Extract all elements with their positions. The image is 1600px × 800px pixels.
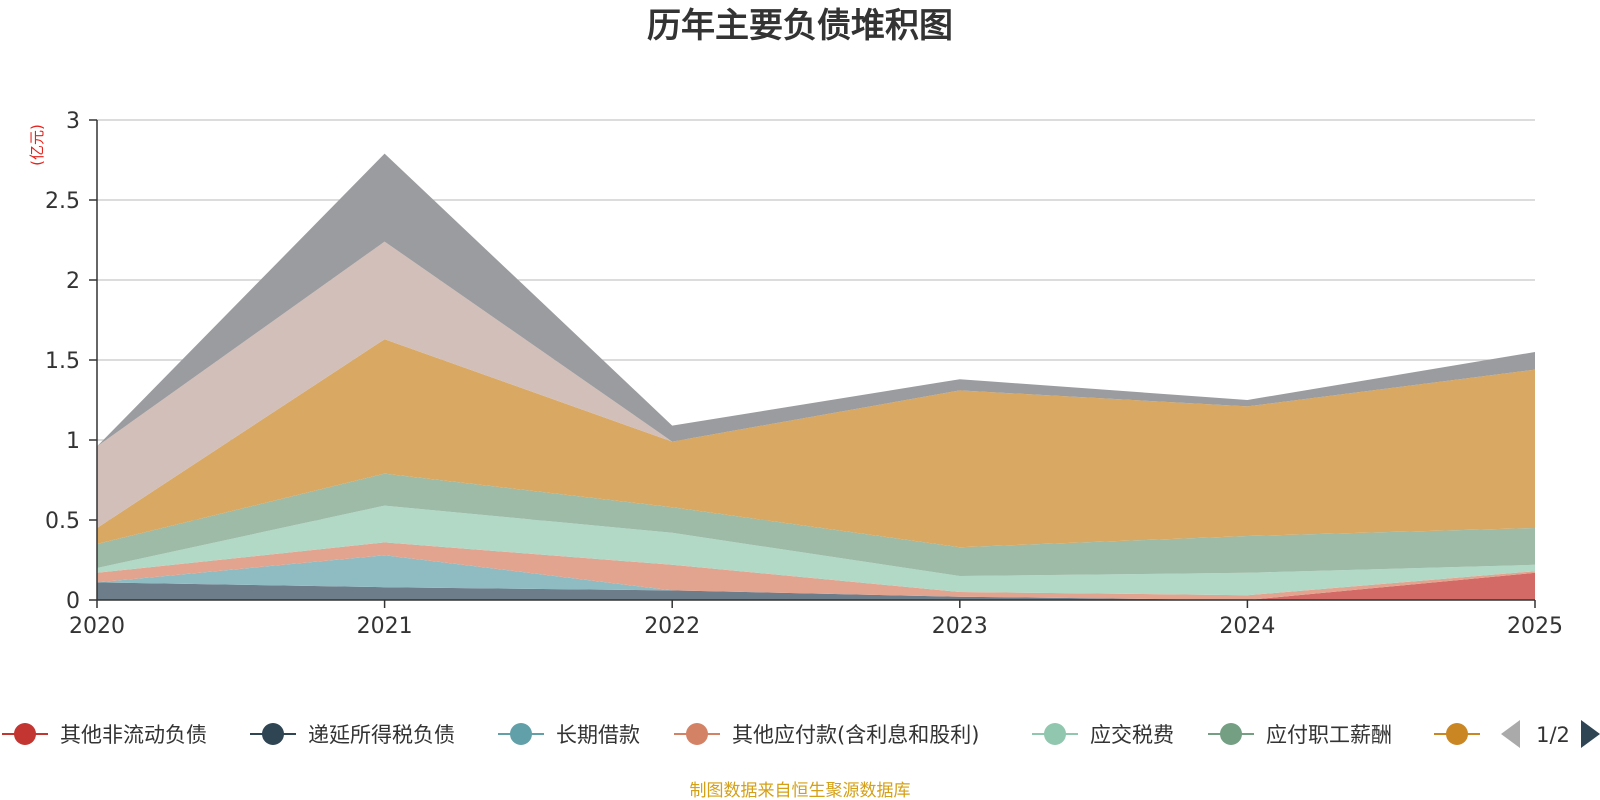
legend-label-4: 应交税费 [1090, 723, 1174, 747]
area-series-6 [97, 339, 1535, 548]
x-tick-label-2: 2022 [644, 614, 700, 639]
legend-marker-dot-6 [1446, 723, 1468, 745]
legend-item-2[interactable]: 长期借款 [498, 723, 640, 747]
legend-label-3: 其他应付款(含利息和股利) [732, 723, 979, 747]
x-tick-label-5: 2025 [1507, 614, 1563, 639]
y-tick-label-5: 2.5 [45, 189, 80, 214]
legend-marker-dot-3 [686, 723, 708, 745]
legend-item-0[interactable]: 其他非流动负债 [2, 723, 207, 747]
area-series-group [97, 153, 1535, 600]
legend: 其他非流动负债 递延所得税负债 长期借款 其他应付款(含利息和股利) 应交税费 应付职工薪… [2, 720, 1600, 748]
legend-label-2: 长期借款 [556, 723, 640, 747]
area-series-3 [97, 542, 1535, 600]
legend-item-3[interactable]: 其他应付款(含利息和股利) [674, 723, 979, 747]
legend-marker-dot-4 [1044, 723, 1066, 745]
area-series-4 [97, 505, 1535, 596]
y-tick-label-3: 1.5 [45, 349, 80, 374]
source-note: 制图数据来自恒生聚源数据库 [690, 781, 911, 800]
legend-marker-dot-0 [14, 723, 36, 745]
area-series-2 [97, 555, 1535, 600]
legend-label-5: 应付职工薪酬 [1266, 723, 1392, 747]
y-tick-label-1: 0.5 [45, 509, 80, 534]
legend-page-indicator: 1/2 [1536, 723, 1570, 747]
axes: 0 0.5 1 1.5 2 2.5 3 2020 2021 2022 2023 2024 2025 [45, 109, 1563, 639]
area-series-7 [97, 241, 1535, 528]
legend-label-1: 递延所得税负债 [308, 723, 455, 747]
x-tick-label-3: 2023 [932, 614, 988, 639]
legend-item-6[interactable] [1434, 723, 1480, 745]
y-tick-label-0: 0 [66, 589, 80, 614]
chart-title: 历年主要负债堆积图 [647, 6, 953, 46]
y-tick-label-4: 2 [66, 269, 80, 294]
y-tick-label-2: 1 [66, 429, 80, 454]
x-tick-label-0: 2020 [69, 614, 125, 639]
x-tick-label-1: 2021 [357, 614, 413, 639]
legend-item-5[interactable]: 应付职工薪酬 [1208, 723, 1392, 747]
area-series-0 [97, 572, 1535, 600]
legend-marker-dot-5 [1220, 723, 1242, 745]
legend-item-1[interactable]: 递延所得税负债 [250, 723, 455, 747]
legend-marker-dot-1 [262, 723, 284, 745]
area-series-5 [97, 473, 1535, 576]
area-series-1 [97, 572, 1535, 600]
legend-next-page-icon[interactable] [1581, 720, 1600, 748]
legend-marker-dot-2 [510, 723, 532, 745]
y-tick-label-6: 3 [66, 109, 80, 134]
x-tick-label-4: 2024 [1219, 614, 1275, 639]
legend-label-0: 其他非流动负债 [60, 723, 207, 747]
area-series-8 [97, 153, 1535, 447]
legend-prev-page-icon[interactable] [1501, 720, 1520, 748]
legend-item-4[interactable]: 应交税费 [1032, 723, 1174, 747]
y-axis-unit-label: (亿元) [28, 124, 46, 166]
